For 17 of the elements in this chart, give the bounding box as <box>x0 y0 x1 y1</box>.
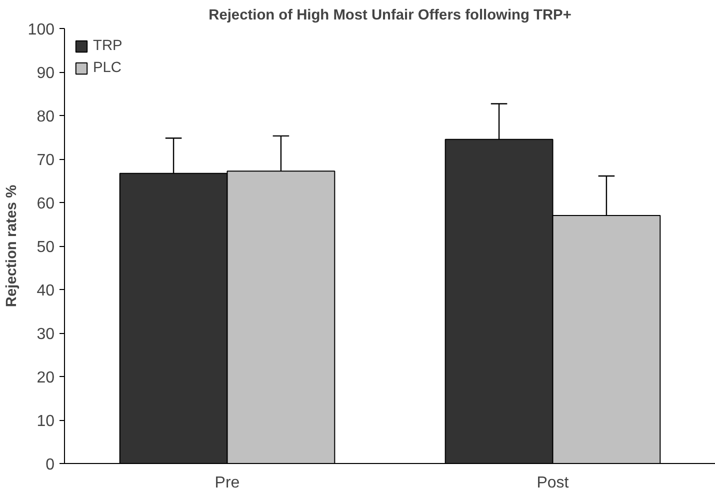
y-tick-label: 70 <box>36 152 55 169</box>
x-tick-label: Pre <box>214 474 240 492</box>
y-tick-label: 20 <box>36 370 55 386</box>
x-tick-label: Post <box>536 474 570 492</box>
legend-label: PLC <box>93 60 122 76</box>
y-tick-label: 80 <box>36 108 55 126</box>
y-tick-label: 0 <box>46 456 55 474</box>
y-tick-label: 50 <box>36 239 55 256</box>
y-tick-label: 10 <box>36 413 55 430</box>
y-tick-label: 90 <box>36 65 55 82</box>
y-axis-title: Rejection rates % <box>4 184 20 308</box>
y-tick-label: 100 <box>28 22 55 38</box>
chart-title: Rejection of High Most Unfair Offers following TRP+ <box>208 8 572 24</box>
y-tick-label: 60 <box>36 196 55 212</box>
y-tick-label: 30 <box>36 326 55 343</box>
y-tick-label: 40 <box>36 282 55 300</box>
legend-label: TRP <box>93 38 122 54</box>
